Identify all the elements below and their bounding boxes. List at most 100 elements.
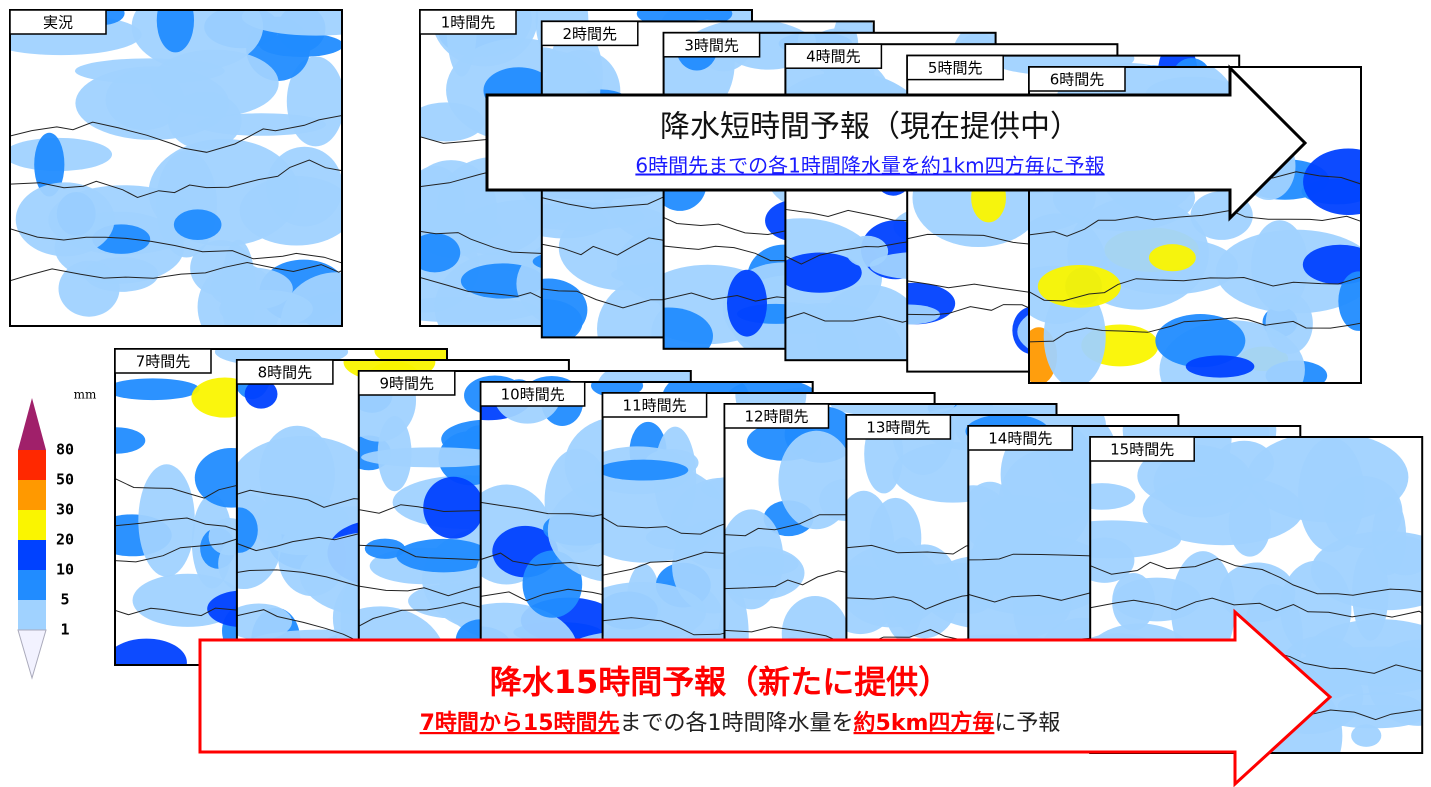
rain-cell <box>259 425 335 523</box>
panel-label-box <box>601 392 708 418</box>
rain-cell <box>156 10 195 53</box>
panel-label-box <box>967 425 1074 451</box>
rain-cell <box>420 233 461 273</box>
rain-cell <box>34 132 65 197</box>
rain-cell <box>156 150 217 258</box>
rain-cell <box>1298 437 1365 552</box>
panel-label: 14時間先 <box>988 430 1052 448</box>
subtitle-part: 7時間から15時間先 <box>420 711 620 736</box>
panel-label-box <box>662 32 761 58</box>
rain-cell <box>236 507 258 553</box>
rain-cell <box>1185 355 1255 378</box>
map-border <box>1028 66 1362 384</box>
rain-cell <box>846 565 896 635</box>
rain-cell <box>602 459 689 481</box>
rain-cell <box>1148 244 1196 272</box>
rain-cell <box>396 538 491 573</box>
coastline <box>10 114 342 282</box>
legend-label: 5 <box>60 591 69 609</box>
rain-cell <box>173 209 222 241</box>
legend-swatch <box>18 480 46 510</box>
rain-cell <box>1155 314 1246 368</box>
subtitle-part: 約5km四方毎 <box>854 710 995 736</box>
legend-label: 20 <box>56 531 74 549</box>
legend-label: 80 <box>56 441 74 459</box>
rain-cell <box>266 146 342 227</box>
legend-cap-bottom <box>17 629 47 680</box>
rain-cell <box>968 567 1072 643</box>
panel-label: 7時間先 <box>136 353 191 371</box>
panel-label-box <box>845 414 952 440</box>
long-forecast-arrow: 降水15時間予報（新たに提供） 7時間から15時間先までの各1時間降水量を約5km… <box>198 608 1333 787</box>
panel-label-box <box>358 370 456 396</box>
legend-swatch <box>18 600 46 630</box>
arrow-title: 降水短時間予報（現在提供中） <box>660 110 1080 145</box>
panel-label: 6時間先 <box>1050 71 1105 89</box>
rain-cell <box>423 476 484 539</box>
rain-cell <box>1338 271 1361 331</box>
panel-label-box <box>1028 66 1126 92</box>
rain-cell <box>1170 551 1236 667</box>
arrow-subtitle: 7時間から15時間先までの各1時間降水量を約5km四方毎に予報 <box>420 710 1061 736</box>
panel-label: 3時間先 <box>684 36 739 54</box>
subtitle-part: に予報 <box>994 711 1060 736</box>
rain-cell <box>1090 520 1182 559</box>
arrow-shape <box>198 608 1333 787</box>
rain-cell <box>1368 639 1423 726</box>
legend-swatch <box>18 570 46 600</box>
rain-cell <box>1303 148 1361 216</box>
arrow-title: 降水15時間予報（新たに提供） <box>490 663 951 701</box>
panel-label: 5時間先 <box>928 59 983 77</box>
rain-cell <box>219 289 313 326</box>
arrow-shape <box>485 64 1308 222</box>
panel-label-box <box>236 359 334 385</box>
panel-label: 1時間先 <box>441 14 496 32</box>
rain-cell <box>138 464 195 577</box>
rain-cell <box>1090 483 1136 510</box>
rain-cell <box>541 299 583 338</box>
rain-cell <box>663 307 713 349</box>
panel-label-box <box>9 9 107 35</box>
rain-cell <box>259 33 342 57</box>
panel-label-box <box>906 54 1004 81</box>
rain-cell <box>15 182 115 257</box>
rain-cell <box>1037 264 1121 308</box>
legend-swatch <box>18 540 46 570</box>
panel-label-box <box>479 381 586 407</box>
rain-cell <box>1043 285 1106 383</box>
panel-label: 11時間先 <box>623 397 687 415</box>
legend-label: 30 <box>56 501 74 519</box>
rain-cell <box>1265 293 1313 354</box>
panel-label: 9時間先 <box>380 375 435 393</box>
panel-label: 10時間先 <box>501 386 565 404</box>
legend: mm 80 50 30 20 10 5 1 <box>17 388 97 680</box>
short-forecast-arrow: 降水短時間予報（現在提供中） 6時間先までの各1時間降水量を約1km四方毎に予報 <box>485 64 1308 222</box>
rain-cell <box>1219 562 1296 623</box>
map-border <box>9 9 343 327</box>
subtitle-part: までの各1時間降水量を <box>620 711 854 736</box>
rain-cell <box>738 552 799 576</box>
rain-cell <box>830 404 956 417</box>
map-panel: 実況 <box>9 9 343 327</box>
rain-cell <box>364 538 406 559</box>
rain-cell <box>1352 545 1389 641</box>
rain-cell <box>1302 244 1361 285</box>
legend-swatch <box>18 510 46 540</box>
legend-label: 10 <box>56 561 74 579</box>
rain-cell <box>241 10 342 36</box>
panel-label: 2時間先 <box>563 25 618 43</box>
coastline <box>1090 558 1423 721</box>
rain-cell <box>115 638 187 665</box>
rain-cell <box>1112 572 1156 631</box>
rain-cell <box>115 427 146 454</box>
rain-cell <box>1228 489 1271 557</box>
panel-label: 13時間先 <box>866 419 930 437</box>
rain-cell <box>726 269 768 337</box>
panel-label-box <box>541 20 639 47</box>
rain-cell <box>361 447 508 468</box>
legend-label: 50 <box>56 471 74 489</box>
rain-cell <box>1351 724 1382 747</box>
legend-label: 1 <box>60 621 69 639</box>
panel-label: 12時間先 <box>744 408 808 426</box>
